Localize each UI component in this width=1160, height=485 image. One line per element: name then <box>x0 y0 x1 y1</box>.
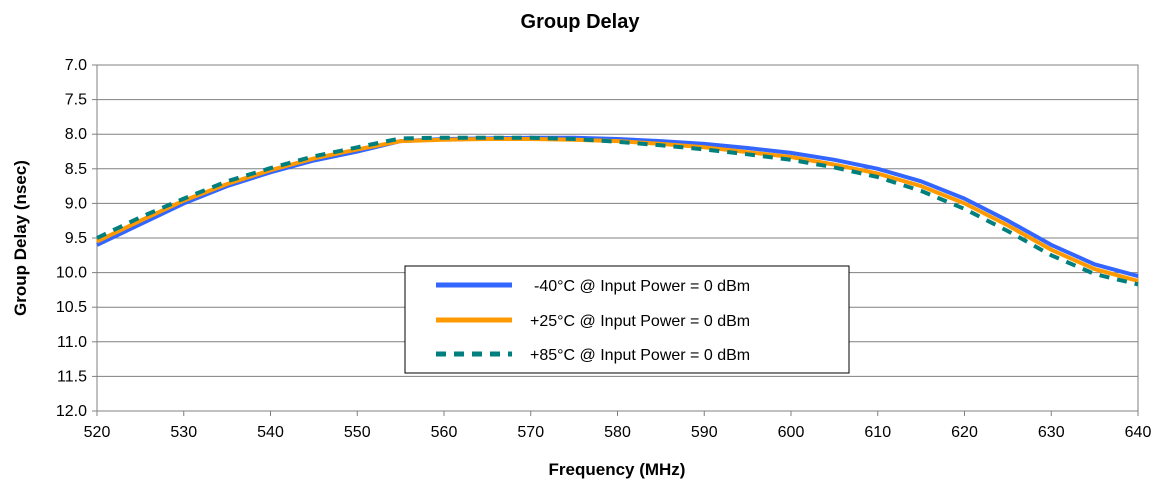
series-line-0 <box>96 135 1139 279</box>
legend-label-0: -40°C @ Input Power = 0 dBm <box>534 278 750 295</box>
y-tick-label: 11.0 <box>57 334 87 351</box>
series-line-1 <box>96 137 1139 283</box>
legend-label-2: +85°C @ Input Power = 0 dBm <box>530 347 750 364</box>
x-tick-label: 600 <box>778 424 805 441</box>
series <box>96 135 1139 287</box>
y-tick-label: 8.5 <box>65 161 87 178</box>
legend: -40°C @ Input Power = 0 dBm +25°C @ Inpu… <box>404 265 850 374</box>
y-tick-label: 7.0 <box>65 57 87 74</box>
y-tick-label: 10.0 <box>56 265 87 282</box>
chart-title: Group Delay <box>521 11 641 33</box>
x-axis-label: Frequency (MHz) <box>549 460 686 479</box>
x-tick-label: 580 <box>604 424 631 441</box>
legend-label-1: +25°C @ Input Power = 0 dBm <box>530 313 750 330</box>
x-tick-label: 620 <box>951 424 978 441</box>
y-tick-label: 9.0 <box>65 195 87 212</box>
y-tick-label: 10.5 <box>56 299 87 316</box>
y-axis-label: Group Delay (nsec) <box>11 160 30 316</box>
x-tick-label: 610 <box>864 424 891 441</box>
x-tick-label: 630 <box>1038 424 1065 441</box>
x-tick-label: 540 <box>257 424 284 441</box>
y-tick-label: 12.0 <box>56 403 87 420</box>
x-tick-label: 570 <box>517 424 544 441</box>
ticks: 7.0 7.5 8.0 8.5 9.0 9.5 10.0 10.5 11.0 11.5 12.0 52… <box>56 57 1152 441</box>
x-tick-label: 590 <box>691 424 718 441</box>
x-tick-label: 530 <box>170 424 197 441</box>
x-tick-label: 560 <box>431 424 458 441</box>
y-tick-label: 9.5 <box>65 230 87 247</box>
y-tick-label: 8.0 <box>65 126 87 143</box>
x-tick-label: 640 <box>1125 424 1152 441</box>
x-tick-label: 550 <box>344 424 371 441</box>
x-tick-label: 520 <box>84 424 111 441</box>
series-line-2 <box>96 135 1139 287</box>
y-tick-label: 7.5 <box>65 92 87 109</box>
y-tick-label: 11.5 <box>57 368 87 385</box>
